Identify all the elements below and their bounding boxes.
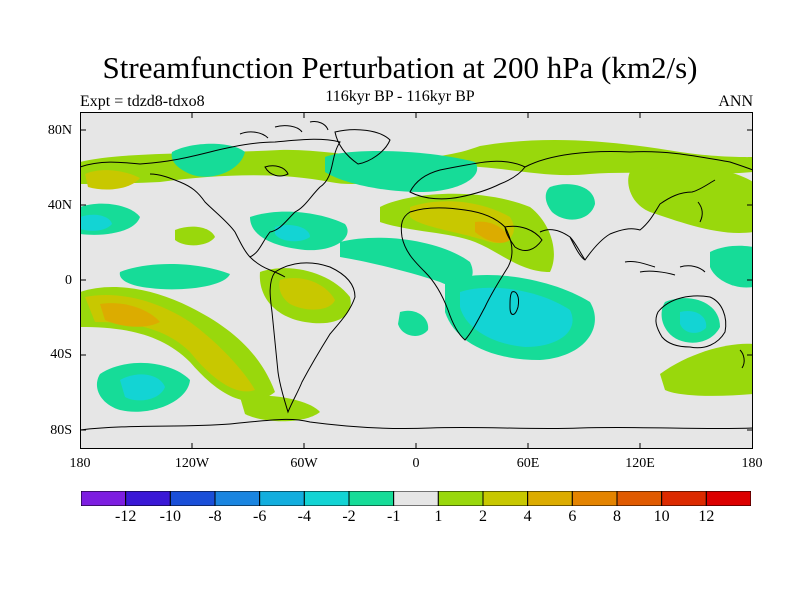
- colorbar-swatch: [259, 491, 305, 506]
- contour-region: [85, 170, 140, 190]
- contour-region: [628, 166, 753, 233]
- coastline-south-america: [269, 262, 356, 414]
- lon-tick-60e: 60E: [516, 456, 540, 471]
- coastline-madagascar: [509, 291, 519, 315]
- contour-region: [545, 184, 595, 220]
- coastlines: [80, 121, 753, 431]
- coastline-africa: [400, 207, 513, 341]
- colorbar-label: -8: [208, 508, 222, 525]
- colorbar-swatch: [214, 491, 261, 506]
- contour-region: [710, 245, 753, 288]
- contour-region: [680, 310, 707, 333]
- lon-tick-0: 0: [412, 456, 420, 471]
- lon-tick-180w: 180: [69, 456, 91, 471]
- contour-region: [325, 150, 478, 192]
- lon-tick-180e: 180: [741, 456, 763, 471]
- contour-region: [660, 343, 753, 396]
- colorbar-label: -4: [297, 508, 311, 525]
- coastline-arabia: [504, 225, 543, 251]
- coastline-hudson-bay: [264, 165, 289, 177]
- colorbar-label: -12: [114, 508, 137, 525]
- lon-tick-120w: 120W: [174, 456, 210, 471]
- tick-marks: [80, 112, 753, 449]
- coastline-japan: [697, 201, 703, 223]
- colorbar-label: 1: [434, 508, 443, 525]
- contour-region: [175, 226, 215, 246]
- contour-region: [80, 214, 112, 231]
- lat-tick-80s: 80S: [50, 423, 72, 438]
- contour-region: [171, 143, 245, 177]
- coastline-asia: [524, 151, 753, 261]
- map-plot: [80, 112, 753, 449]
- colorbar-label: 8: [613, 508, 621, 525]
- colorbar-label: 4: [523, 508, 532, 525]
- experiment-label: Expt = tdzd8-tdxo8: [80, 93, 205, 110]
- season-label: ANN: [718, 93, 753, 110]
- lat-tick-80n: 80N: [47, 123, 72, 138]
- coastline-greenland: [334, 129, 391, 165]
- colorbar-swatch: [125, 491, 171, 506]
- colorbar-swatch: [81, 491, 127, 506]
- lat-tick-0: 0: [65, 273, 72, 288]
- contour-region: [119, 263, 230, 290]
- contour-region: [460, 287, 573, 347]
- colorbar-swatch: [705, 491, 751, 506]
- colorbar-label: 10: [653, 508, 670, 525]
- contour-region: [120, 374, 165, 401]
- colorbar-label: 12: [698, 508, 715, 525]
- colorbar-label: 2: [479, 508, 487, 525]
- colorbar-swatch: [616, 491, 663, 506]
- contour-region: [475, 221, 510, 243]
- colorbar-swatch: [348, 491, 395, 506]
- colorbar-label: 6: [568, 508, 577, 525]
- lon-tick-120e: 120E: [625, 456, 655, 471]
- lat-tick-40n: 40N: [47, 198, 72, 213]
- coastline-central-america: [249, 256, 286, 278]
- colorbar-swatch: [437, 491, 484, 506]
- chart-title: Streamfunction Perturbation at 200 hPa (…: [102, 50, 698, 85]
- contour-region: [100, 303, 160, 327]
- coastline-antarctica: [80, 418, 753, 431]
- contour-region: [340, 237, 473, 286]
- colorbar-label: -1: [386, 508, 401, 525]
- coastline-arctic-islands: [239, 121, 329, 139]
- coastline-new-zealand: [739, 349, 745, 369]
- colorbar-swatch: [303, 491, 350, 506]
- contour-region: [240, 395, 320, 422]
- colorbar-swatch: [527, 491, 573, 506]
- coastline-australia: [655, 295, 727, 349]
- lat-tick-40s: 40S: [50, 347, 72, 362]
- lon-tick-60w: 60W: [290, 456, 318, 471]
- contour-region: [275, 225, 310, 242]
- colorbar-swatch: [393, 491, 439, 506]
- colorbar-label: -2: [342, 508, 356, 525]
- colorbar: [81, 491, 751, 506]
- coastline-indonesia: [624, 261, 706, 276]
- coastline-india: [569, 236, 586, 261]
- colorbar-swatch: [661, 491, 707, 506]
- contour-region: [279, 278, 335, 310]
- colorbar-label: -6: [252, 508, 267, 525]
- colorbar-swatch: [169, 491, 216, 506]
- colorbar-swatch: [571, 491, 618, 506]
- colorbar-label: -10: [159, 508, 181, 525]
- coastline-north-america: [80, 138, 341, 258]
- period-label: 116kyr BP - 116kyr BP: [325, 88, 475, 105]
- colorbar-swatch: [482, 491, 529, 506]
- contour-region: [398, 310, 429, 336]
